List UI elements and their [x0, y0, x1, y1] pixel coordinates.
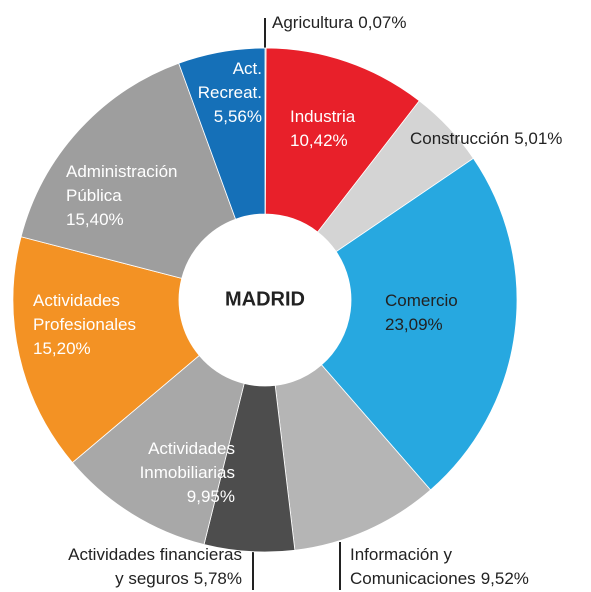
label-line: Industria [290, 107, 356, 126]
slice-label: Actividades financieras y seguros 5,78% [68, 545, 242, 588]
value-label: 5,56% [214, 107, 262, 126]
label-line: Agricultura [272, 13, 354, 32]
value-label: 0,07% [358, 13, 406, 32]
label-line: Actividades [148, 439, 235, 458]
label-line: Comercio [385, 291, 458, 310]
label-line: Administración [66, 162, 178, 181]
label-line: Act. [233, 59, 262, 78]
value-label: 10,42% [290, 131, 348, 150]
label-line: Recreat. [198, 83, 262, 102]
donut-slice [71, 354, 245, 545]
value-label: 15,20% [33, 339, 91, 358]
donut-slice [178, 47, 266, 220]
slice-label: Información y Comunicaciones 9,52% [350, 545, 529, 588]
label-line: Comunicaciones [350, 569, 476, 588]
label-line: Actividades [33, 291, 120, 310]
label-line: Pública [66, 186, 122, 205]
slice-label: Administración Pública 15,40% [66, 162, 178, 229]
value-label: 23,09% [385, 315, 443, 334]
donut-slice [274, 364, 432, 551]
slice-label: Industria 10,42% [290, 107, 356, 150]
value-label: 5,78% [194, 569, 242, 588]
slice-label: Actividades Inmobiliarias 9,95% [140, 439, 235, 506]
slice-label: Construcción 5,01% [410, 129, 562, 148]
donut-slice [12, 236, 200, 464]
center-label: MADRID [225, 288, 305, 310]
value-label: 9,52% [481, 569, 529, 588]
value-label: 9,95% [187, 487, 235, 506]
slice-label: Actividades Profesionales 15,20% [33, 291, 136, 358]
slice-label: Comercio 23,09% [385, 291, 458, 334]
slice-label: Agricultura 0,07% [272, 13, 406, 32]
donut-slice [320, 157, 518, 491]
value-label: 5,01% [514, 129, 562, 148]
label-line: Inmobiliarias [140, 463, 235, 482]
value-label: 15,40% [66, 210, 124, 229]
label-line: y seguros [115, 569, 189, 588]
label-line: Actividades financieras [68, 545, 242, 564]
donut-slice [20, 62, 237, 279]
slice-label: Act. Recreat. 5,56% [198, 59, 262, 126]
label-line: Profesionales [33, 315, 136, 334]
label-line: Construcción [410, 129, 509, 148]
donut-slice [264, 47, 420, 233]
label-line: Información y [350, 545, 453, 564]
